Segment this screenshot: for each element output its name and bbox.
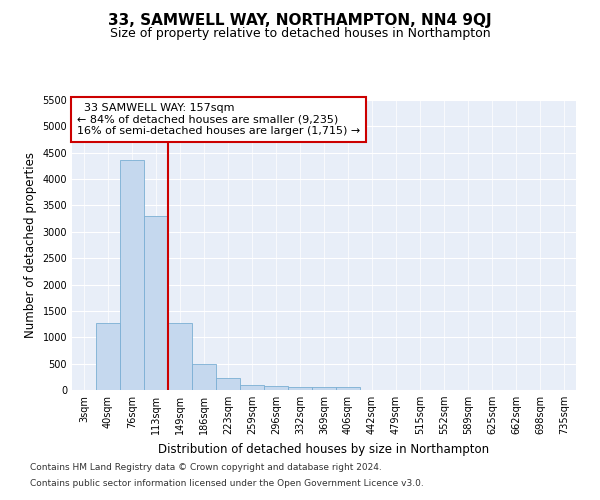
Bar (168, 323, 192, 390)
Bar (336, 387, 360, 390)
Text: 33 SAMWELL WAY: 157sqm
← 84% of detached houses are smaller (9,235)
16% of semi-: 33 SAMWELL WAY: 157sqm ← 84% of detached… (77, 103, 360, 136)
Text: 33, SAMWELL WAY, NORTHAMPTON, NN4 9QJ: 33, SAMWELL WAY, NORTHAMPTON, NN4 9QJ (108, 12, 492, 28)
Bar (240, 384, 264, 390)
Text: Contains HM Land Registry data © Crown copyright and database right 2024.: Contains HM Land Registry data © Crown c… (30, 464, 382, 472)
Bar (312, 387, 336, 390)
Bar (144, 216, 168, 390)
X-axis label: Distribution of detached houses by size in Northampton: Distribution of detached houses by size … (158, 442, 490, 456)
Text: Size of property relative to detached houses in Northampton: Size of property relative to detached ho… (110, 28, 490, 40)
Bar (192, 364, 216, 390)
Text: Contains public sector information licensed under the Open Government Licence v3: Contains public sector information licen… (30, 478, 424, 488)
Bar (264, 386, 288, 390)
Bar (288, 387, 312, 390)
Bar (216, 378, 240, 390)
Bar (96, 323, 120, 390)
Bar (120, 160, 144, 390)
Y-axis label: Number of detached properties: Number of detached properties (24, 152, 37, 338)
